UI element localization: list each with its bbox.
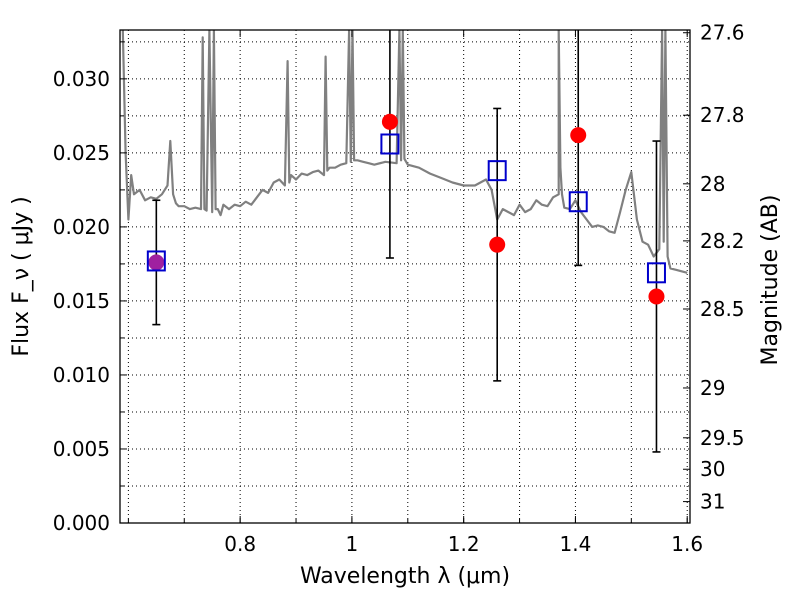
grid-lines [120, 30, 690, 524]
model-photometry-point [487, 160, 507, 182]
right-axis-tick-label: 28.5 [700, 297, 745, 321]
model-photometry-point [380, 133, 400, 155]
right-axis-tick-label: 28 [700, 172, 725, 196]
observed-point [648, 288, 665, 305]
x-tick-label: 1.6 [671, 532, 703, 556]
y-tick-label: 0.015 [53, 289, 110, 313]
observed-point [148, 254, 165, 271]
right-axis-tick-label: 27.8 [700, 103, 745, 127]
x-tick-label: 1 [346, 532, 359, 556]
y-axis-title: Flux F_ν ( μJy ) [9, 196, 34, 356]
right-axis-tick-label: 30 [700, 457, 725, 481]
x-tick-label: 0.8 [224, 532, 256, 556]
observed-point [489, 236, 506, 253]
y-tick-label: 0.025 [53, 141, 110, 165]
model-photometry-point [646, 262, 666, 284]
model-photometry-point [146, 250, 166, 272]
y-tick-label: 0.010 [53, 363, 110, 387]
right-axis-tick-label: 27.6 [700, 21, 745, 45]
axes: 0.8 1 1.2 1.4 1.6 0.000 0.005 0.010 0.015 0.020 0.… [53, 21, 745, 556]
observed-point [570, 127, 587, 144]
y-tick-label: 0.005 [53, 437, 110, 461]
y-tick-label: 0.030 [53, 67, 110, 91]
x-tick-label: 1.2 [448, 532, 480, 556]
right-axis-tick-label: 29 [700, 376, 725, 400]
y-tick-label: 0.000 [53, 511, 110, 535]
observed-point [381, 113, 398, 130]
model-spectrum-line [121, 30, 688, 274]
y-axis-right-title: Magnitude (AB) [758, 195, 783, 366]
x-tick-label: 1.4 [560, 532, 592, 556]
right-axis-tick-label: 31 [700, 490, 725, 514]
right-axis-tick-label: 28.2 [700, 229, 745, 253]
plot-area [121, 30, 688, 453]
plot-frame [119, 29, 691, 524]
model-photometry-point [568, 191, 588, 213]
y-tick-label: 0.020 [53, 215, 110, 239]
right-axis-tick-label: 29.5 [700, 426, 745, 450]
x-axis-title: Wavelength λ (μm) [300, 564, 510, 589]
